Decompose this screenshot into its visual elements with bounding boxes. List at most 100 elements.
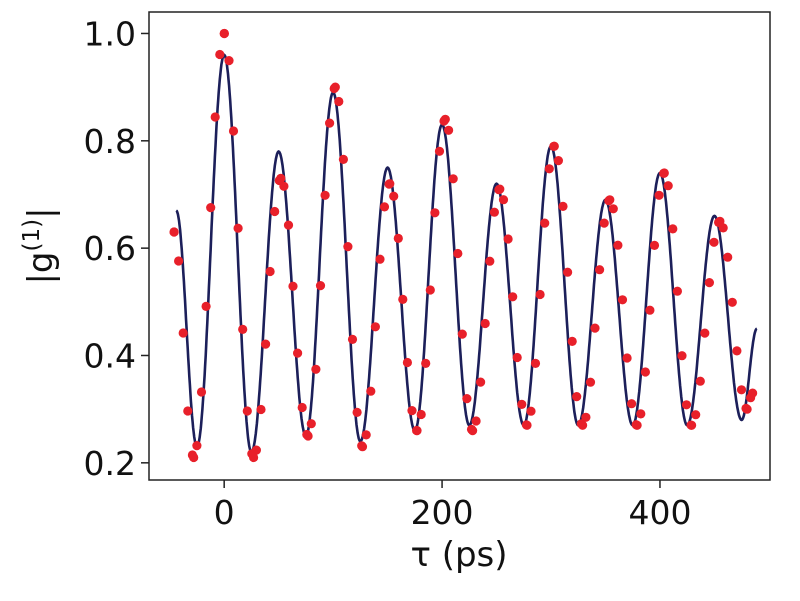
- data-point: [654, 190, 664, 200]
- data-point: [219, 28, 229, 39]
- data-point: [462, 394, 472, 404]
- data-point: [748, 388, 758, 398]
- data-point: [553, 156, 564, 166]
- data-point: [677, 351, 687, 361]
- data-point: [206, 203, 216, 213]
- data-point: [581, 412, 591, 422]
- data-point: [627, 399, 637, 409]
- data-point: [742, 404, 752, 414]
- data-point: [636, 409, 646, 419]
- data-point: [622, 353, 632, 363]
- data-point: [704, 278, 715, 288]
- data-point: [233, 223, 243, 233]
- data-point: [471, 416, 481, 426]
- data-point: [668, 224, 678, 234]
- data-point: [535, 289, 545, 300]
- data-point: [508, 292, 518, 302]
- data-point: [558, 201, 568, 211]
- data-point: [425, 285, 435, 295]
- data-point: [334, 96, 344, 107]
- data-point: [228, 126, 239, 136]
- data-point: [567, 336, 577, 346]
- data-point: [540, 218, 550, 228]
- data-point: [632, 420, 642, 430]
- data-point: [297, 402, 307, 413]
- y-axis-label: |g(1)|: [19, 207, 61, 284]
- data-point: [338, 154, 348, 164]
- data-point: [457, 329, 467, 339]
- data-point: [526, 406, 536, 416]
- data-point: [183, 406, 193, 416]
- y-tick-label: 1.0: [84, 14, 136, 53]
- data-point: [672, 286, 683, 296]
- data-point: [178, 328, 188, 338]
- data-point: [238, 324, 248, 334]
- data-point: [605, 195, 615, 205]
- data-point: [361, 430, 371, 440]
- data-point: [276, 173, 286, 183]
- data-point: [480, 318, 490, 329]
- data-point: [416, 409, 426, 420]
- data-point: [370, 322, 380, 332]
- x-axis: 0 200 400: [214, 480, 691, 532]
- plot-frame: [148, 11, 771, 481]
- data-point: [544, 164, 554, 174]
- data-point: [495, 184, 505, 194]
- data-point: [659, 168, 669, 178]
- data-point: [311, 364, 321, 374]
- y-tick-label: 0.4: [84, 336, 136, 375]
- data-point: [398, 294, 408, 304]
- data-point: [169, 227, 179, 237]
- x-tick-label: 200: [411, 493, 474, 532]
- data-point: [649, 240, 660, 250]
- data-point: [595, 265, 605, 275]
- data-point: [224, 56, 234, 66]
- data-point: [352, 407, 362, 417]
- x-tick-label: 400: [628, 493, 691, 532]
- data-point: [251, 445, 261, 455]
- data-point: [279, 181, 289, 191]
- data-point: [578, 420, 588, 430]
- data-point: [303, 431, 313, 441]
- data-point: [444, 125, 454, 135]
- data-point: [357, 442, 368, 452]
- data-point: [283, 220, 294, 230]
- data-point: [325, 118, 335, 128]
- data-point: [215, 49, 225, 60]
- data-point: [732, 346, 742, 356]
- data-point: [343, 242, 353, 252]
- data-point: [249, 452, 259, 463]
- data-point: [242, 406, 252, 416]
- plot-marks: [169, 28, 758, 463]
- y-tick-label: 0.6: [84, 229, 136, 268]
- y-axis: 0.2 0.4 0.6 0.8 1.0: [84, 14, 149, 483]
- x-tick-label: 0: [214, 493, 235, 532]
- data-point: [261, 339, 271, 349]
- data-point: [608, 204, 618, 214]
- data-point: [270, 206, 280, 217]
- data-point: [315, 281, 326, 291]
- fit-line: [175, 53, 758, 454]
- data-point: [453, 248, 463, 259]
- data-point: [430, 208, 440, 218]
- data-point: [585, 377, 596, 387]
- data-point: [330, 82, 340, 92]
- data-point: [412, 426, 422, 436]
- data-point: [196, 387, 207, 397]
- data-point: [709, 237, 719, 247]
- data-point: [695, 376, 705, 386]
- data-point: [189, 452, 199, 463]
- data-point: [572, 392, 582, 402]
- data-point: [366, 386, 376, 396]
- data-point: [293, 348, 303, 358]
- data-point: [723, 252, 733, 262]
- y-tick-label: 0.2: [84, 444, 136, 483]
- data-point: [288, 281, 298, 291]
- data-point: [440, 114, 450, 124]
- data-point: [530, 358, 541, 368]
- data-point: [385, 179, 395, 189]
- data-point: [320, 190, 330, 200]
- data-point: [485, 256, 495, 266]
- data-point: [681, 400, 692, 410]
